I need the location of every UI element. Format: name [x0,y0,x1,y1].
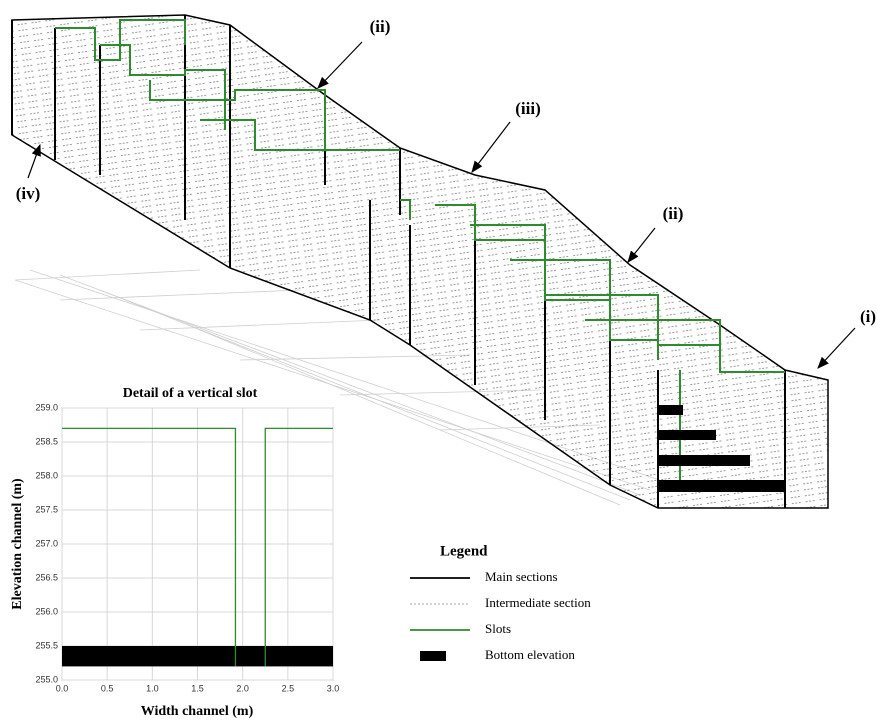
chart-title: Detail of a vertical slot [123,386,258,401]
label: (iv) [16,184,41,203]
x-tick-label: 3.0 [327,683,340,693]
label: (ii) [663,204,684,223]
legend-label: Slots [485,621,511,636]
label: (iii) [515,99,541,118]
x-axis-label: Width channel (m) [141,704,254,719]
y-tick-label: 256.0 [35,606,58,616]
legend-label: Bottom elevation [485,647,575,662]
y-tick-label: 259.0 [35,402,58,412]
x-tick-label: 0.0 [56,683,69,693]
legend-label: Intermediate section [485,595,591,610]
x-tick-label: 1.0 [146,683,159,693]
legend-swatch [420,651,446,661]
y-tick-label: 256.5 [35,572,58,582]
x-tick-label: 0.5 [101,683,114,693]
label: (i) [860,307,876,326]
bottom-elevation [62,646,333,666]
x-tick-label: 2.5 [282,683,295,693]
y-tick-label: 257.5 [35,504,58,514]
label: (ii) [370,17,391,36]
y-axis-label: Elevation channel (m) [10,478,25,610]
y-tick-label: 255.0 [35,674,58,684]
legend-label: Main sections [485,569,558,584]
y-tick-label: 258.5 [35,436,58,446]
x-tick-label: 2.0 [236,683,249,693]
y-tick-label: 255.5 [35,640,58,650]
y-tick-label: 258.0 [35,470,58,480]
figure: (ii) (iii) (ii) (i) (iv) Legend Detail o… [0,0,877,720]
y-tick-label: 257.0 [35,538,58,548]
page: (ii) (iii) (ii) (i) (iv) Legend Detail o… [0,0,877,720]
legend-title: Legend [440,543,488,559]
x-tick-label: 1.5 [191,683,204,693]
